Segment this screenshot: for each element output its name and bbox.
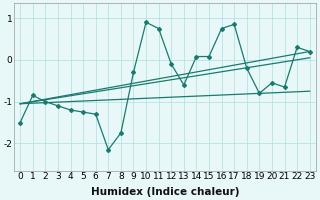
X-axis label: Humidex (Indice chaleur): Humidex (Indice chaleur): [91, 187, 239, 197]
